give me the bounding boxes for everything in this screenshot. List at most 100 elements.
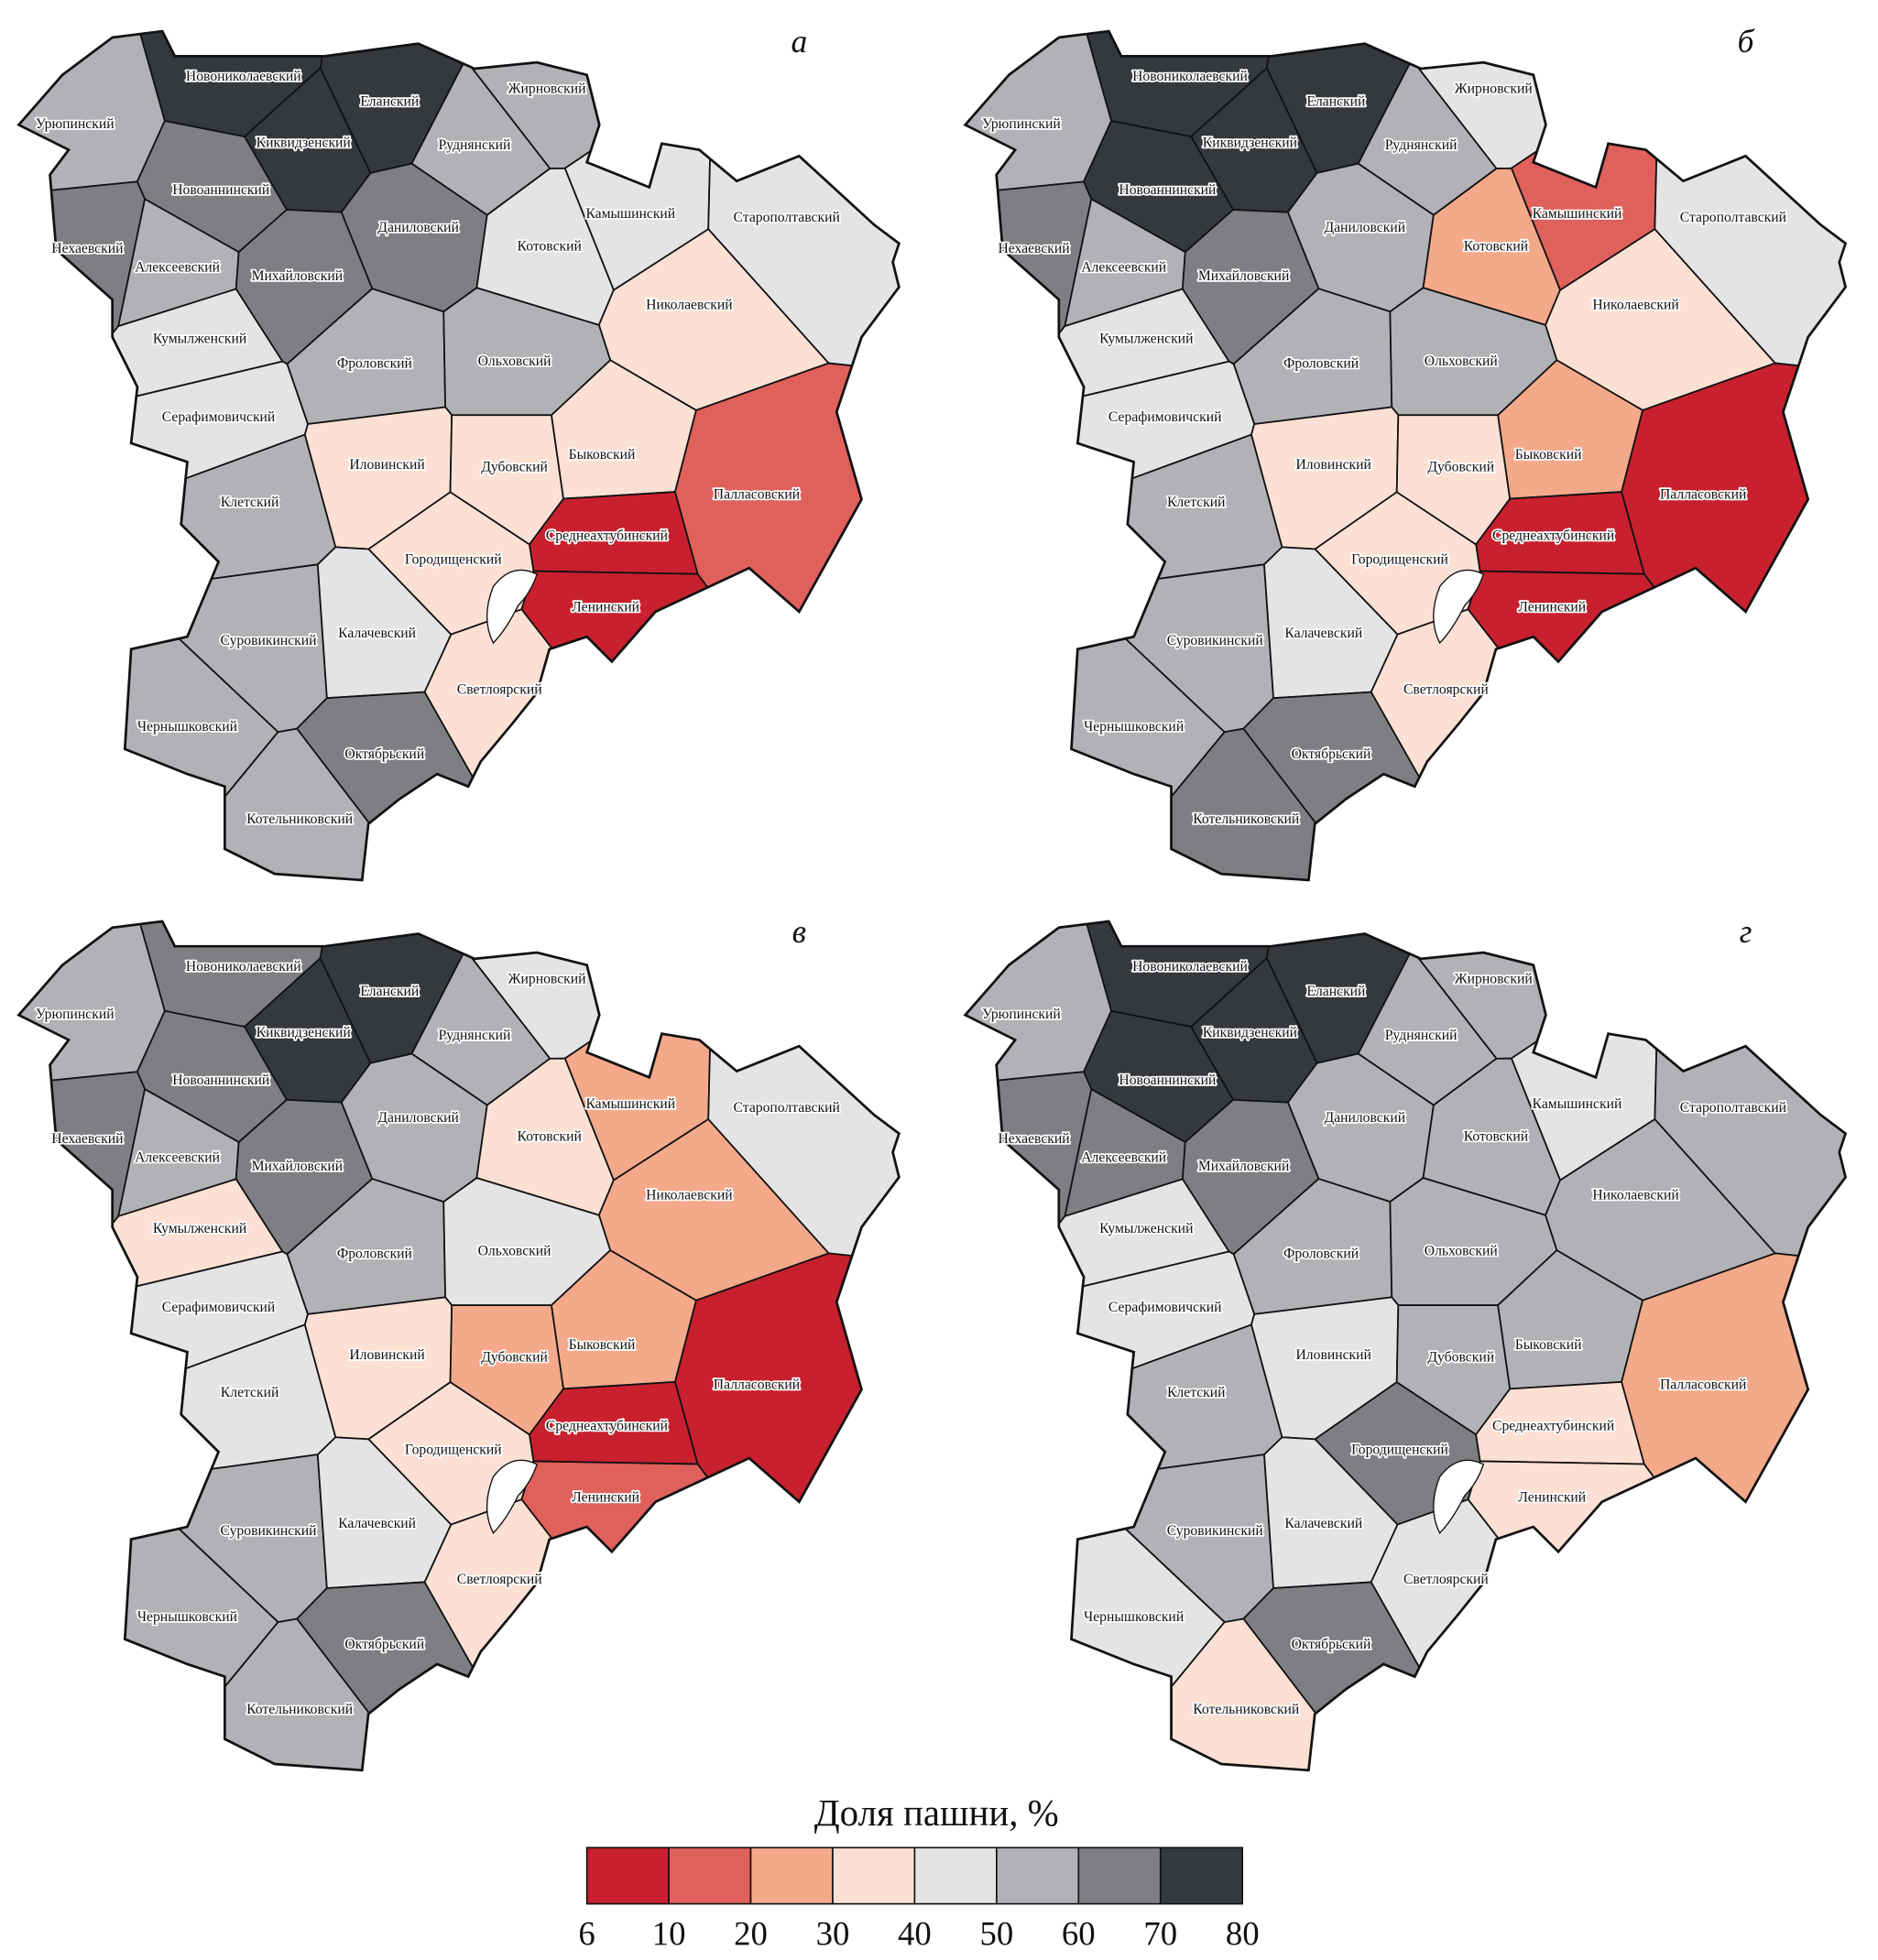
region-outline xyxy=(16,29,901,882)
district xyxy=(17,923,166,1082)
legend-tick-label: 6 xyxy=(578,1915,595,1953)
district-label: Калачевский xyxy=(1284,1516,1363,1531)
district-label: Быковский xyxy=(1515,1337,1582,1353)
district-label: Чернышковский xyxy=(1084,1609,1185,1625)
district-label: Жирновский xyxy=(1455,82,1534,97)
district-label: Алексеевский xyxy=(1081,1150,1167,1166)
district-label: Серафимовичский xyxy=(1108,1300,1222,1315)
district-label: Жирновский xyxy=(508,82,586,97)
district-label: Клетский xyxy=(221,495,279,510)
district-label: Суровикинский xyxy=(221,633,318,648)
district-label: Руднянский xyxy=(1385,1028,1458,1043)
district-label: Котовский xyxy=(518,1128,583,1144)
district-label: Палласовский xyxy=(1660,1377,1747,1393)
district-label: Клетский xyxy=(1167,495,1226,510)
district-label: Иловинский xyxy=(349,457,425,473)
legend-swatch xyxy=(913,1846,998,1905)
district-label: Урюпинский xyxy=(982,1007,1061,1022)
district-label: Дубовский xyxy=(481,1350,548,1366)
district-label: Ольховский xyxy=(1425,354,1499,369)
legend-tick-label: 30 xyxy=(816,1915,850,1953)
district xyxy=(964,33,1112,191)
legend-swatch xyxy=(749,1846,834,1905)
district xyxy=(17,33,166,191)
map-panel: Новониколаевский Еланский Жирновский Урюпин… xyxy=(16,913,901,1772)
district-label: Дубовский xyxy=(481,460,548,475)
district-label: Котельниковский xyxy=(1193,1702,1300,1717)
district-label: Михайловский xyxy=(1198,1159,1290,1174)
district-label: Котельниковский xyxy=(1193,811,1300,827)
district-label: Иловинский xyxy=(1296,1347,1372,1363)
district-label: Еланский xyxy=(360,984,420,999)
legend-tick-label: 10 xyxy=(652,1915,686,1953)
district-label: Фроловский xyxy=(1283,356,1359,372)
district-label: Нехаевский xyxy=(51,1131,124,1147)
district-label: Михайловский xyxy=(252,268,344,284)
district-label: Алексеевский xyxy=(135,1150,221,1166)
district-label: Октябрьский xyxy=(1292,1637,1371,1652)
district-label: Камышинский xyxy=(1533,1096,1622,1112)
district-label: Палласовский xyxy=(1660,487,1747,503)
map-panel: Новониколаевский Еланский Жирновский Урюпин… xyxy=(16,23,901,882)
district-label: Новоаннинский xyxy=(1119,182,1217,198)
district-label: Городищенский xyxy=(405,1442,502,1457)
district-label: Калачевский xyxy=(1284,626,1363,641)
district-label: Новониколаевский xyxy=(186,959,301,975)
district-label: Быковский xyxy=(569,447,636,463)
legend-swatch xyxy=(668,1846,752,1905)
district-label: Нехаевский xyxy=(51,241,124,256)
district-label: Палласовский xyxy=(714,1377,801,1393)
district-label: Котельниковский xyxy=(246,1702,354,1717)
district-label: Урюпинский xyxy=(36,116,115,132)
district-label: Быковский xyxy=(569,1337,636,1353)
district-label: Новоаннинский xyxy=(1119,1073,1217,1088)
district-label: Старополтавский xyxy=(734,1100,841,1116)
legend-tick-label: 40 xyxy=(898,1915,932,1953)
district-label: Светлоярский xyxy=(1403,681,1489,697)
district-label: Светлоярский xyxy=(457,1572,542,1587)
district-label: Ольховский xyxy=(1425,1244,1499,1259)
district-label: Камышинский xyxy=(1533,206,1622,222)
legend-swatch xyxy=(1159,1846,1244,1905)
district-label: Котовский xyxy=(1464,238,1529,254)
district-label: Нехаевский xyxy=(998,1131,1070,1147)
district-label: Серафимовичский xyxy=(1108,409,1222,425)
district-label: Кумылженский xyxy=(1099,1221,1194,1236)
district-label: Руднянский xyxy=(1385,137,1458,153)
district-label: Старополтавский xyxy=(734,210,841,225)
district-label: Котовский xyxy=(1464,1128,1529,1144)
district-label: Калачевский xyxy=(338,1516,417,1531)
reservoir xyxy=(486,569,538,645)
district-label: Клетский xyxy=(1167,1385,1226,1400)
district-label: Киквидзенский xyxy=(1203,1025,1298,1040)
district-label: Калачевский xyxy=(338,626,417,641)
legend-title: Доля пашни, % xyxy=(814,1792,1059,1834)
district-label: Руднянский xyxy=(439,137,511,153)
district-label: Еланский xyxy=(360,93,420,109)
legend-tick-label: 80 xyxy=(1226,1915,1260,1953)
district-label: Старополтавский xyxy=(1680,1100,1787,1116)
district-label: Еланский xyxy=(1306,984,1366,999)
district-label: Даниловский xyxy=(377,1110,459,1126)
district-label: Октябрьский xyxy=(1292,746,1371,762)
district-label: Чернышковский xyxy=(137,1609,238,1625)
district-label: Михайловский xyxy=(1198,268,1290,284)
district-label: Среднеахтубинский xyxy=(1492,1419,1615,1434)
panel-label: в xyxy=(792,913,806,950)
district-label: Серафимовичский xyxy=(162,1300,276,1315)
district-label: Алексеевский xyxy=(135,260,221,276)
district-label: Даниловский xyxy=(1324,1110,1405,1126)
district-label: Алексеевский xyxy=(1081,260,1167,276)
district-label: Ленинский xyxy=(572,599,640,615)
district-label: Октябрьский xyxy=(344,746,424,762)
reservoir xyxy=(486,1459,538,1534)
district-label: Суровикинский xyxy=(221,1523,318,1539)
district-label: Урюпинский xyxy=(36,1007,115,1022)
district-label: Светлоярский xyxy=(457,681,542,697)
district-label: Городищенский xyxy=(1351,552,1448,568)
region-outline xyxy=(963,920,1848,1772)
district-label: Михайловский xyxy=(252,1159,344,1174)
district-label: Ольховский xyxy=(478,1244,552,1259)
district-label: Котельниковский xyxy=(246,811,354,827)
